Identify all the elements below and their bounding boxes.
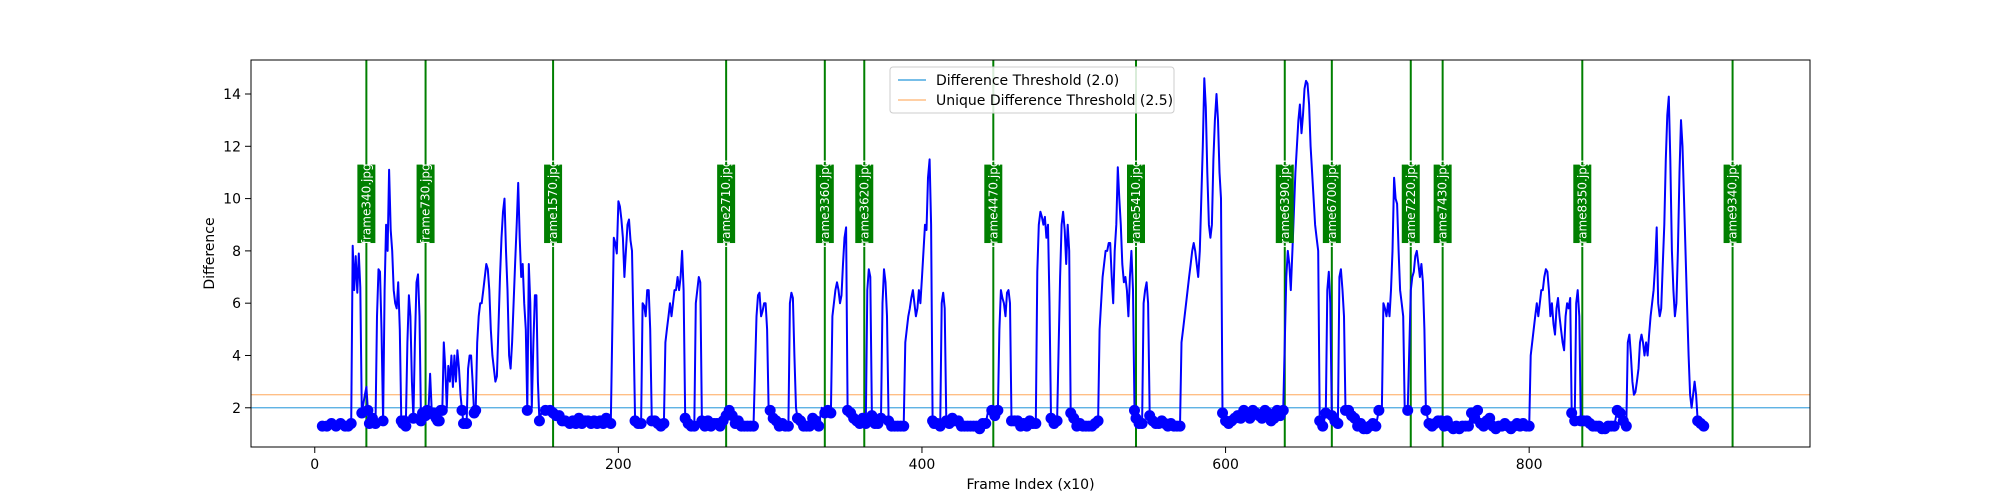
low-difference-marker bbox=[533, 415, 545, 427]
low-difference-marker bbox=[1420, 404, 1432, 416]
selected-frame-label-5: frame3620.jpg bbox=[857, 160, 871, 249]
low-difference-marker bbox=[433, 415, 445, 427]
selected-frame-label-4: frame3360.jpg bbox=[818, 160, 832, 249]
low-difference-marker bbox=[400, 420, 412, 432]
legend: Difference Threshold (2.0) Unique Differe… bbox=[889, 66, 1175, 114]
low-difference-marker bbox=[605, 417, 617, 429]
low-difference-marker bbox=[345, 417, 357, 429]
low-difference-marker bbox=[1373, 404, 1385, 416]
selected-frame-lines bbox=[365, 60, 1734, 447]
selected-frame-label-box-5 bbox=[855, 164, 874, 244]
selected-frame-label-0: frame340.jpg bbox=[359, 163, 373, 244]
low-difference-marker bbox=[813, 420, 825, 432]
y-tick-label-0: 2 bbox=[232, 401, 241, 417]
low-difference-marker bbox=[782, 420, 794, 432]
low-difference-marker bbox=[470, 404, 482, 416]
selected-frame-label-7: frame5410.jpg bbox=[1129, 160, 1143, 249]
low-difference-marker bbox=[635, 417, 647, 429]
x-tick-label-3: 600 bbox=[1212, 457, 1239, 473]
low-difference-marker bbox=[1620, 420, 1632, 432]
y-tick-label-5: 12 bbox=[223, 139, 241, 155]
x-axis-label: Frame Index (x10) bbox=[966, 477, 1094, 493]
selected-frame-label-10: frame7220.jpg bbox=[1404, 160, 1418, 249]
selected-frame-label-3: frame2710.jpg bbox=[719, 160, 733, 249]
selected-frame-label-9: frame6700.jpg bbox=[1325, 160, 1339, 249]
selected-frame-label-box-0 bbox=[357, 164, 376, 244]
x-tick-label-4: 800 bbox=[1516, 457, 1543, 473]
legend-label-0: Difference Threshold (2.0) bbox=[936, 73, 1119, 89]
low-difference-marker bbox=[898, 420, 910, 432]
y-tick-label-3: 8 bbox=[232, 244, 241, 260]
x-axis: 0 200 400 600 800 bbox=[310, 447, 1543, 473]
low-difference-marker bbox=[1370, 420, 1382, 432]
low-difference-marker bbox=[747, 420, 759, 432]
selected-frame-label-box-11 bbox=[1433, 164, 1452, 244]
selected-frame-label-1: frame730.jpg bbox=[419, 163, 433, 244]
low-difference-marker bbox=[992, 404, 1004, 416]
selected-frame-label-13: frame9340.jpg bbox=[1726, 160, 1740, 249]
low-difference-marker bbox=[1698, 420, 1710, 432]
plot-area bbox=[251, 60, 1810, 447]
low-difference-marker bbox=[1317, 420, 1329, 432]
low-difference-marker bbox=[1092, 415, 1104, 427]
selected-frame-label-box-10 bbox=[1401, 164, 1420, 244]
low-difference-marker bbox=[825, 407, 837, 419]
y-tick-label-4: 10 bbox=[223, 192, 241, 208]
selected-frame-label-box-1 bbox=[416, 164, 435, 244]
selected-frame-label-box-2 bbox=[544, 164, 563, 244]
low-difference-marker bbox=[980, 417, 992, 429]
y-tick-label-1: 4 bbox=[232, 348, 241, 364]
selected-frame-label-8: frame6390.jpg bbox=[1278, 160, 1292, 249]
selected-frame-label-12: frame8350.jpg bbox=[1575, 160, 1589, 249]
low-difference-marker bbox=[1523, 420, 1535, 432]
selected-frame-label-2: frame1570.jpg bbox=[546, 160, 560, 249]
legend-label-1: Unique Difference Threshold (2.5) bbox=[936, 93, 1173, 109]
selected-frame-label-11: frame7430.jpg bbox=[1436, 160, 1450, 249]
x-tick-label-0: 0 bbox=[310, 457, 319, 473]
y-axis-label: Difference bbox=[202, 217, 218, 289]
x-tick-label-1: 200 bbox=[605, 457, 632, 473]
selected-frame-label-box-13 bbox=[1723, 164, 1742, 244]
low-difference-marker bbox=[461, 417, 473, 429]
y-tick-label-6: 14 bbox=[223, 87, 241, 103]
difference-series bbox=[316, 77, 1710, 435]
low-difference-marker bbox=[1332, 417, 1344, 429]
low-difference-marker bbox=[1030, 417, 1042, 429]
low-difference-marker bbox=[1051, 415, 1063, 427]
selected-frame-labels: frame340.jpg frame730.jpg frame1570.jpg fra… bbox=[357, 160, 1742, 249]
low-difference-marker bbox=[860, 417, 872, 429]
selected-frame-label-6: frame4470.jpg bbox=[986, 160, 1000, 249]
low-difference-marker bbox=[1608, 420, 1620, 432]
selected-frame-label-box-9 bbox=[1322, 164, 1341, 244]
plot-border bbox=[250, 59, 1811, 448]
low-difference-marker bbox=[377, 415, 389, 427]
low-difference-marker bbox=[1136, 417, 1148, 429]
low-difference-marker bbox=[1462, 420, 1474, 432]
x-tick-label-2: 400 bbox=[909, 457, 936, 473]
threshold-lines bbox=[251, 394, 1810, 409]
legend-box bbox=[889, 66, 1175, 114]
low-difference-marker bbox=[436, 404, 448, 416]
selected-frame-label-box-8 bbox=[1275, 164, 1294, 244]
y-tick-label-2: 6 bbox=[232, 296, 241, 312]
low-difference-marker bbox=[521, 404, 533, 416]
selected-frame-label-box-3 bbox=[717, 164, 736, 244]
low-difference-marker bbox=[1472, 404, 1484, 416]
selected-frame-label-box-6 bbox=[984, 164, 1003, 244]
y-axis: 2 4 6 8 10 12 14 bbox=[223, 87, 251, 417]
selected-frame-label-box-7 bbox=[1127, 164, 1146, 244]
low-difference-marker bbox=[1277, 404, 1289, 416]
selected-frame-label-box-4 bbox=[815, 164, 834, 244]
selected-frame-label-box-12 bbox=[1573, 164, 1592, 244]
low-difference-marker bbox=[1174, 420, 1186, 432]
low-difference-marker bbox=[456, 404, 468, 416]
low-difference-marker bbox=[1402, 404, 1414, 416]
low-difference-marker bbox=[658, 417, 670, 429]
